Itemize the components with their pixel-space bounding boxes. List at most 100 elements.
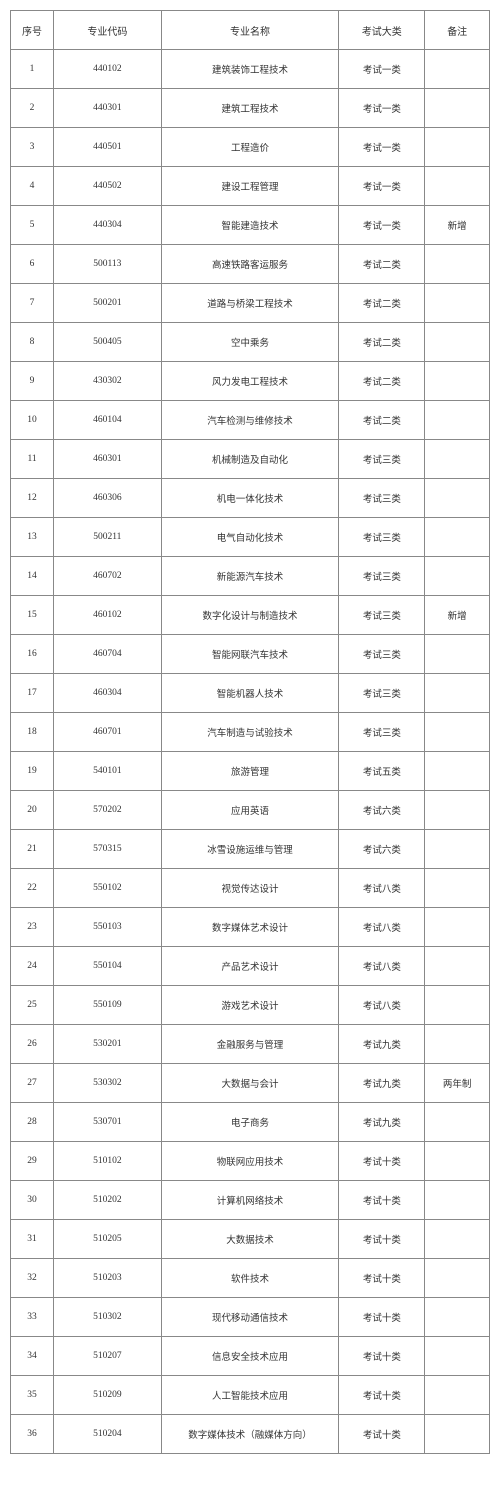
cell-note: [425, 1025, 490, 1064]
cell-name: 物联网应用技术: [161, 1142, 339, 1181]
table-row: 27530302大数据与会计考试九类两年制: [11, 1064, 490, 1103]
table-row: 33510302现代移动通信技术考试十类: [11, 1298, 490, 1337]
cell-code: 530701: [54, 1103, 162, 1142]
table-row: 36510204数字媒体技术（融媒体方向）考试十类: [11, 1415, 490, 1454]
cell-name: 游戏艺术设计: [161, 986, 339, 1025]
cell-note: [425, 401, 490, 440]
cell-name: 建筑工程技术: [161, 89, 339, 128]
cell-name: 汽车制造与试验技术: [161, 713, 339, 752]
cell-name: 电子商务: [161, 1103, 339, 1142]
cell-index: 18: [11, 713, 54, 752]
cell-code: 540101: [54, 752, 162, 791]
table-row: 25550109游戏艺术设计考试八类: [11, 986, 490, 1025]
cell-note: [425, 830, 490, 869]
cell-name: 金融服务与管理: [161, 1025, 339, 1064]
cell-index: 10: [11, 401, 54, 440]
table-row: 16460704智能网联汽车技术考试三类: [11, 635, 490, 674]
cell-code: 460304: [54, 674, 162, 713]
cell-index: 29: [11, 1142, 54, 1181]
cell-code: 510204: [54, 1415, 162, 1454]
cell-category: 考试二类: [339, 362, 425, 401]
cell-code: 500113: [54, 245, 162, 284]
cell-name: 应用英语: [161, 791, 339, 830]
cell-category: 考试三类: [339, 713, 425, 752]
cell-index: 26: [11, 1025, 54, 1064]
cell-note: [425, 791, 490, 830]
table-row: 24550104产品艺术设计考试八类: [11, 947, 490, 986]
cell-category: 考试二类: [339, 401, 425, 440]
cell-note: [425, 167, 490, 206]
table-row: 20570202应用英语考试六类: [11, 791, 490, 830]
cell-code: 460104: [54, 401, 162, 440]
cell-index: 16: [11, 635, 54, 674]
cell-category: 考试十类: [339, 1181, 425, 1220]
cell-note: [425, 1415, 490, 1454]
cell-category: 考试六类: [339, 791, 425, 830]
cell-name: 高速铁路客运服务: [161, 245, 339, 284]
cell-name: 风力发电工程技术: [161, 362, 339, 401]
cell-note: [425, 557, 490, 596]
cell-category: 考试十类: [339, 1259, 425, 1298]
cell-code: 550102: [54, 869, 162, 908]
cell-code: 550103: [54, 908, 162, 947]
cell-category: 考试六类: [339, 830, 425, 869]
cell-category: 考试十类: [339, 1376, 425, 1415]
cell-category: 考试十类: [339, 1298, 425, 1337]
table-row: 12460306机电一体化技术考试三类: [11, 479, 490, 518]
table-row: 21570315冰雪设施运维与管理考试六类: [11, 830, 490, 869]
cell-note: [425, 1181, 490, 1220]
table-row: 18460701汽车制造与试验技术考试三类: [11, 713, 490, 752]
cell-category: 考试一类: [339, 167, 425, 206]
cell-category: 考试二类: [339, 323, 425, 362]
cell-name: 汽车检测与维修技术: [161, 401, 339, 440]
header-name: 专业名称: [161, 11, 339, 50]
cell-note: [425, 986, 490, 1025]
cell-code: 460306: [54, 479, 162, 518]
header-index: 序号: [11, 11, 54, 50]
table-row: 7500201道路与桥梁工程技术考试二类: [11, 284, 490, 323]
cell-category: 考试三类: [339, 674, 425, 713]
table-header: 序号 专业代码 专业名称 考试大类 备注: [11, 11, 490, 50]
table-row: 1440102建筑装饰工程技术考试一类: [11, 50, 490, 89]
cell-note: [425, 89, 490, 128]
cell-code: 510102: [54, 1142, 162, 1181]
cell-code: 510202: [54, 1181, 162, 1220]
table-row: 17460304智能机器人技术考试三类: [11, 674, 490, 713]
cell-note: [425, 440, 490, 479]
cell-index: 30: [11, 1181, 54, 1220]
cell-code: 510205: [54, 1220, 162, 1259]
cell-name: 空中乘务: [161, 323, 339, 362]
cell-note: [425, 245, 490, 284]
cell-code: 460704: [54, 635, 162, 674]
cell-note: [425, 1337, 490, 1376]
cell-category: 考试十类: [339, 1142, 425, 1181]
cell-category: 考试三类: [339, 635, 425, 674]
cell-name: 智能网联汽车技术: [161, 635, 339, 674]
cell-note: [425, 284, 490, 323]
cell-category: 考试一类: [339, 128, 425, 167]
cell-index: 7: [11, 284, 54, 323]
cell-index: 23: [11, 908, 54, 947]
cell-note: [425, 1376, 490, 1415]
table-row: 19540101旅游管理考试五类: [11, 752, 490, 791]
cell-index: 34: [11, 1337, 54, 1376]
cell-index: 20: [11, 791, 54, 830]
cell-category: 考试三类: [339, 479, 425, 518]
table-row: 10460104汽车检测与维修技术考试二类: [11, 401, 490, 440]
cell-note: [425, 1142, 490, 1181]
cell-category: 考试二类: [339, 245, 425, 284]
cell-code: 550104: [54, 947, 162, 986]
cell-category: 考试八类: [339, 947, 425, 986]
cell-code: 570202: [54, 791, 162, 830]
cell-note: [425, 323, 490, 362]
cell-note: [425, 1298, 490, 1337]
cell-index: 13: [11, 518, 54, 557]
cell-note: [425, 635, 490, 674]
table-row: 5440304智能建造技术考试一类新增: [11, 206, 490, 245]
cell-note: [425, 1103, 490, 1142]
cell-index: 22: [11, 869, 54, 908]
cell-code: 500211: [54, 518, 162, 557]
cell-index: 15: [11, 596, 54, 635]
cell-index: 5: [11, 206, 54, 245]
table-row: 23550103数字媒体艺术设计考试八类: [11, 908, 490, 947]
